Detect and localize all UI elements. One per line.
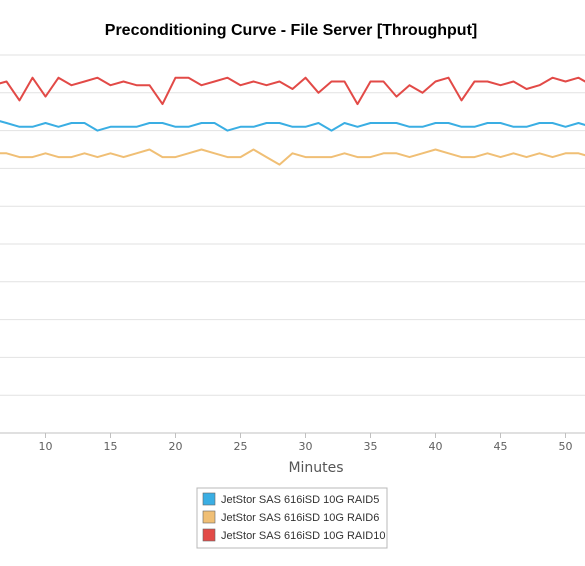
series-layer: [0, 76, 585, 166]
x-axis-ticks: 5101520253035404550: [39, 433, 573, 453]
series-line-1: [0, 120, 585, 132]
x-tick-label: 40: [429, 440, 443, 453]
legend-item-label: JetStor SAS 616iSD 10G RAID5: [221, 494, 379, 506]
x-tick-label: 35: [364, 440, 378, 453]
legend: JetStor SAS 616iSD 10G RAID5 JetStor SAS …: [196, 487, 388, 549]
series-line-3: [0, 76, 585, 106]
x-tick-label: 15: [104, 440, 118, 453]
chart-title: Preconditioning Curve - File Server [Thr…: [105, 22, 477, 39]
legend-swatch: [202, 528, 216, 542]
x-tick-label: 45: [494, 440, 508, 453]
legend-swatch: [202, 492, 216, 506]
legend-swatch: [202, 510, 216, 524]
x-tick-label: 50: [559, 440, 573, 453]
x-tick-label: 30: [299, 440, 313, 453]
legend-item-label: JetStor SAS 616iSD 10G RAID10: [221, 530, 385, 542]
x-tick-label: 25: [234, 440, 248, 453]
legend-item-label: JetStor SAS 616iSD 10G RAID6: [221, 512, 379, 524]
grid: [0, 54, 585, 434]
x-tick-label: 20: [169, 440, 183, 453]
series-line-2: [0, 148, 585, 166]
x-tick-label: 10: [39, 440, 53, 453]
legend-box: [196, 487, 388, 549]
x-axis-label: Minutes: [288, 460, 343, 476]
